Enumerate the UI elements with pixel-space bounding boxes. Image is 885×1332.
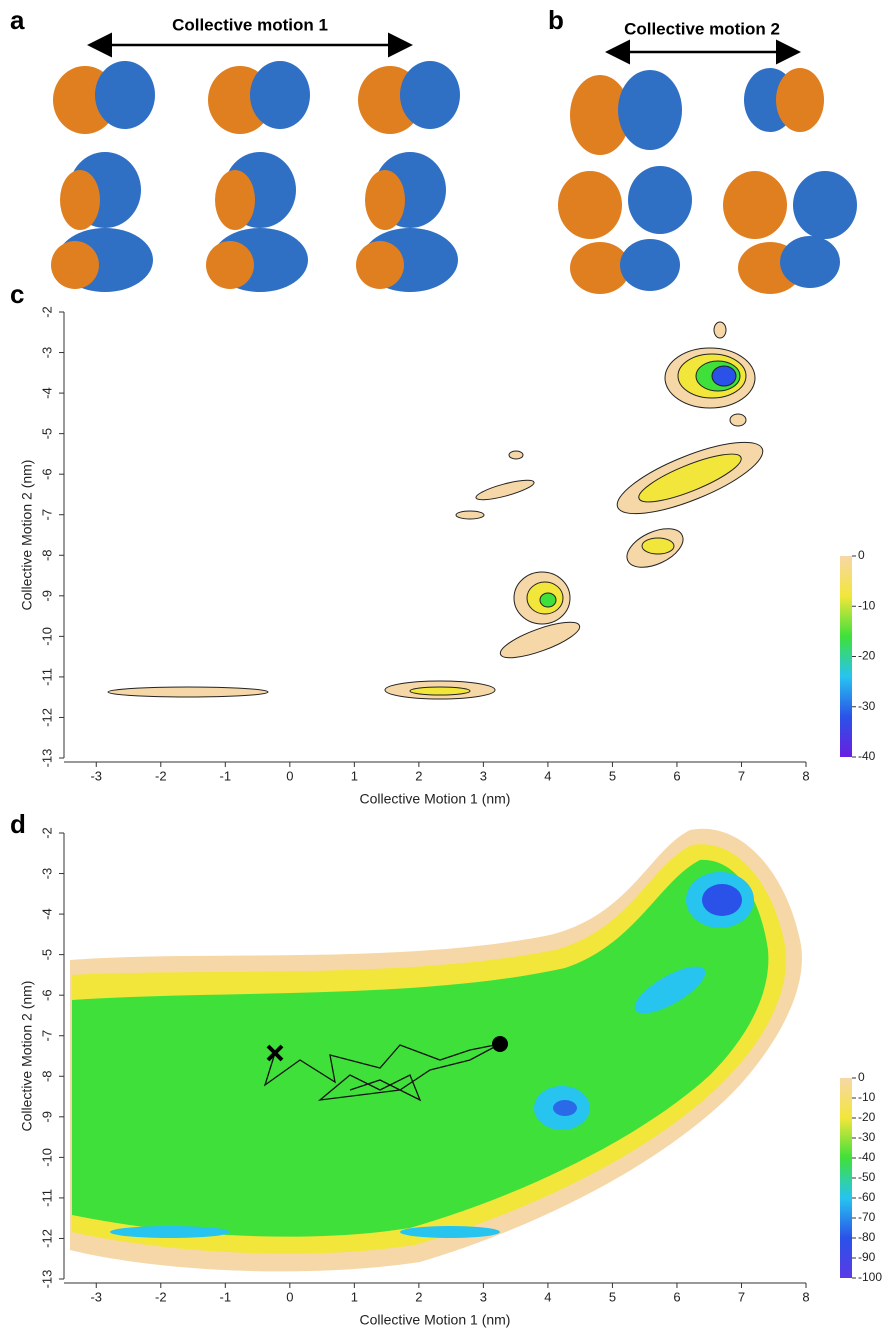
colorbar-tick-label: -10: [858, 598, 876, 612]
y-tick-label: -3: [39, 868, 54, 880]
x-tick-label: 0: [286, 768, 293, 783]
x-tick-label: -2: [155, 1289, 167, 1304]
colorbar-tick-label: -70: [858, 1210, 876, 1224]
y-tick-label: -13: [39, 1270, 54, 1289]
panel-label: b: [548, 5, 564, 35]
colorbar-tick-label: -100: [858, 1270, 882, 1284]
y-tick-label: -4: [39, 908, 54, 920]
x-tick-label: 6: [673, 1289, 680, 1304]
colorbar-tick-label: -10: [858, 1090, 876, 1104]
y-tick-label: -6: [39, 989, 54, 1001]
panel-label: d: [10, 809, 26, 839]
colorbar-tick-label: -40: [858, 1150, 876, 1164]
x-tick-label: 5: [609, 768, 616, 783]
y-tick-label: -6: [39, 468, 54, 480]
x-axis-title: Collective Motion 1 (nm): [360, 791, 511, 807]
colorbar-tick-label: -50: [858, 1170, 876, 1184]
x-axis-title: Collective Motion 1 (nm): [360, 1312, 511, 1328]
panel-title: Collective motion 1: [172, 15, 328, 34]
protein-structures-b: [558, 68, 857, 294]
x-tick-label: 1: [351, 768, 358, 783]
y-tick-label: -13: [39, 749, 54, 768]
panel-label: c: [10, 279, 24, 309]
colorbar-tick-label: -80: [858, 1230, 876, 1244]
y-tick-label: -12: [39, 1229, 54, 1248]
y-tick-label: -2: [39, 827, 54, 839]
colorbar: [840, 556, 852, 757]
y-tick-label: -11: [39, 1189, 54, 1207]
x-tick-label: 7: [738, 1289, 745, 1304]
y-tick-label: -7: [39, 509, 54, 521]
colorbar-tick-label: -30: [858, 699, 876, 713]
x-tick-label: 7: [738, 768, 745, 783]
colorbar-tick-label: 0: [858, 548, 865, 562]
x-tick-label: -3: [90, 768, 102, 783]
y-tick-label: -5: [39, 949, 54, 961]
colorbar-tick-label: -90: [858, 1250, 876, 1264]
x-tick-label: 5: [609, 1289, 616, 1304]
colorbar-tick-label: 0: [858, 1070, 865, 1084]
x-tick-label: 2: [415, 768, 422, 783]
x-tick-label: 4: [544, 1289, 551, 1304]
x-tick-label: -1: [220, 768, 232, 783]
panel-title: Collective motion 2: [624, 19, 780, 38]
x-tick-label: 8: [802, 768, 809, 783]
y-tick-label: -7: [39, 1030, 54, 1042]
y-tick-label: -8: [39, 549, 54, 561]
colorbar-tick-label: -40: [858, 749, 876, 763]
x-tick-label: 2: [415, 1289, 422, 1304]
y-tick-label: -10: [39, 1148, 54, 1167]
y-axis-title: Collective Motion 2 (nm): [19, 460, 35, 611]
x-tick-label: -3: [90, 1289, 102, 1304]
x-tick-label: -1: [220, 1289, 232, 1304]
colorbar-tick-label: -20: [858, 1110, 876, 1124]
y-tick-label: -3: [39, 347, 54, 359]
x-tick-label: 8: [802, 1289, 809, 1304]
x-tick-label: 3: [480, 1289, 487, 1304]
y-tick-label: -10: [39, 627, 54, 646]
x-tick-label: 0: [286, 1289, 293, 1304]
y-tick-label: -9: [39, 590, 54, 602]
panel-label: a: [10, 5, 25, 35]
protein-structures-a: [51, 61, 460, 292]
y-tick-label: -5: [39, 428, 54, 440]
colorbar: [840, 1078, 852, 1278]
colorbar-tick-label: -30: [858, 1130, 876, 1144]
x-tick-label: 1: [351, 1289, 358, 1304]
colorbar-tick-label: -20: [858, 649, 876, 663]
y-tick-label: -12: [39, 708, 54, 727]
x-tick-label: 3: [480, 768, 487, 783]
y-axis-title: Collective Motion 2 (nm): [19, 981, 35, 1132]
x-tick-label: -2: [155, 768, 167, 783]
colorbar-tick-label: -60: [858, 1190, 876, 1204]
y-tick-label: -9: [39, 1111, 54, 1123]
y-tick-label: -8: [39, 1070, 54, 1082]
x-tick-label: 6: [673, 768, 680, 783]
energy-landscape-d: [70, 828, 802, 1272]
y-tick-label: -2: [39, 306, 54, 318]
y-tick-label: -4: [39, 387, 54, 399]
density-contours-c: [107, 321, 764, 700]
y-tick-label: -11: [39, 668, 54, 686]
x-tick-label: 4: [544, 768, 551, 783]
